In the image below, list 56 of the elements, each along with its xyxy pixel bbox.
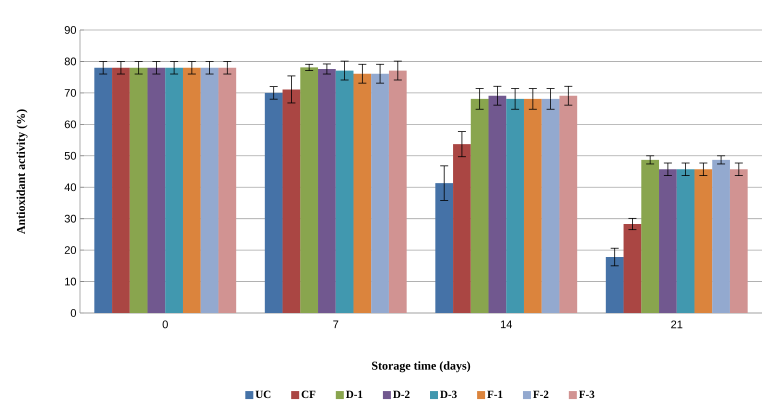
bar [318, 68, 336, 313]
bar [353, 74, 372, 313]
x-axis-title: Storage time (days) [372, 361, 470, 372]
bar [130, 68, 148, 313]
bar [641, 160, 660, 313]
bar [730, 169, 748, 313]
bar [524, 98, 542, 313]
bar [182, 68, 201, 313]
bar [282, 89, 300, 313]
legend-label: D-2 [393, 390, 410, 398]
y-tick-label: 0 [70, 309, 76, 317]
legend-label: D-3 [440, 390, 457, 398]
legend-label: F-2 [533, 390, 548, 398]
bar [371, 74, 389, 313]
legend-label: UC [256, 390, 270, 398]
bar [488, 96, 506, 313]
bar [200, 68, 218, 313]
bar [94, 68, 112, 313]
y-tick-label: 70 [64, 88, 76, 97]
bar [606, 257, 624, 313]
bar [694, 169, 712, 313]
y-tick-label: 30 [64, 214, 76, 223]
x-tick-label: 14 [500, 320, 512, 328]
bar [542, 98, 560, 313]
x-tick-label: 7 [333, 320, 338, 328]
y-tick-label: 10 [65, 278, 76, 286]
legend-label: F-1 [487, 390, 502, 398]
bar [264, 92, 283, 313]
x-tick-label: 0 [162, 320, 168, 328]
bar [435, 183, 454, 313]
bar [659, 169, 677, 313]
bar [388, 70, 407, 313]
bar [624, 224, 642, 313]
bar [470, 98, 489, 313]
bar [300, 67, 318, 313]
y-tick-label: 40 [64, 183, 76, 192]
bar [218, 68, 236, 313]
bar [506, 98, 524, 313]
bar [559, 96, 578, 313]
bar [712, 160, 730, 313]
bar [148, 68, 166, 313]
y-tick-label: 20 [64, 246, 76, 254]
bar [112, 68, 130, 313]
x-tick-label: 21 [671, 320, 682, 328]
legend-label: F-3 [579, 390, 594, 398]
legend-label: CF [302, 390, 316, 398]
y-tick-label: 60 [64, 120, 76, 128]
y-tick-label: 50 [64, 152, 76, 160]
legend-label: D-1 [346, 390, 362, 398]
bar [165, 68, 183, 313]
y-tick-label: 90 [64, 26, 76, 34]
y-axis-title: Antioxidant activity (%) [16, 109, 28, 234]
bar [453, 144, 471, 313]
bar [676, 169, 694, 313]
bar [336, 70, 354, 313]
y-tick-label: 80 [64, 58, 76, 66]
